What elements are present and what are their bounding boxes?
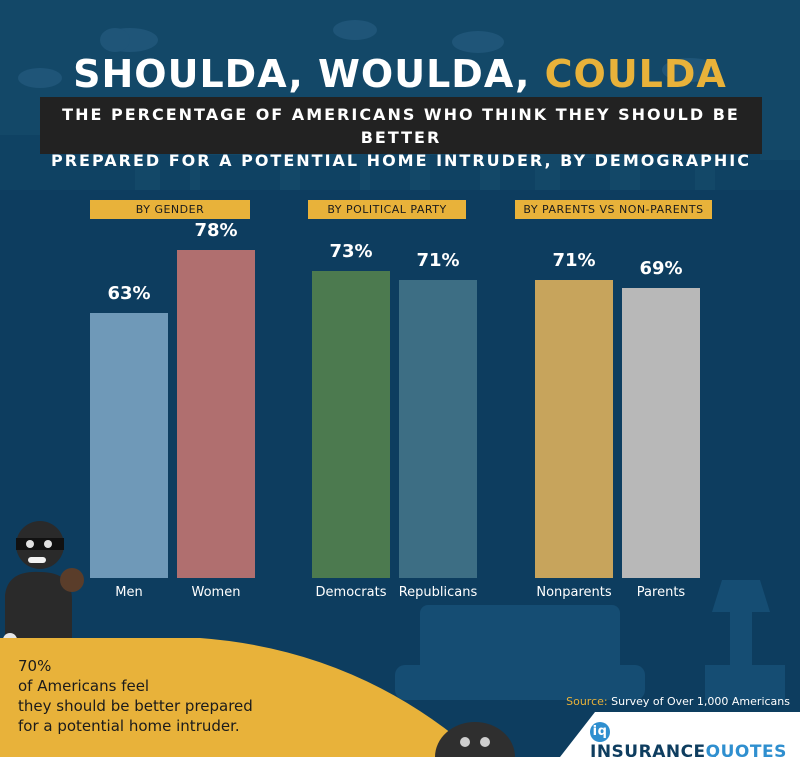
subtitle-line-1: THE PERCENTAGE OF AMERICANS WHO THINK TH… <box>62 105 740 147</box>
furniture-silhouette <box>395 580 785 700</box>
stat-callout: 70% of Americans feel they should be bet… <box>18 656 318 736</box>
source-label: Source: <box>566 695 608 708</box>
stat-callout-line-3: they should be better prepared <box>18 697 253 715</box>
city-skyline <box>0 135 800 190</box>
group-label-3: BY PARENTS VS NON-PARENTS <box>515 200 712 219</box>
subtitle-line-2: PREPARED FOR A POTENTIAL HOME INTRUDER, … <box>51 151 751 170</box>
group-label-1: BY GENDER <box>90 200 250 219</box>
bar-republicans <box>399 279 477 578</box>
title-accent: COULDA <box>544 52 727 96</box>
value-label-women: 78% <box>194 220 238 242</box>
logo-panel <box>560 712 800 757</box>
value-label-democrats: 73% <box>329 241 373 263</box>
bar-nonparents <box>535 279 613 578</box>
value-label-republicans: 71% <box>416 249 460 271</box>
bar-parents <box>622 288 700 578</box>
bar-men <box>90 313 168 578</box>
group-label-2: BY POLITICAL PARTY <box>308 200 466 219</box>
bar-democrats <box>312 271 390 578</box>
logo-text-insurance: INSURANCE <box>590 742 706 757</box>
bar-women <box>177 250 255 578</box>
brand-logo: iqINSURANCEQUOTES <box>590 722 800 757</box>
dog-icon <box>435 722 515 757</box>
source-text: Survey of Over 1,000 Americans <box>611 695 790 708</box>
title-main: SHOULDA, WOULDA, <box>73 52 545 96</box>
source-note: Source: Survey of Over 1,000 Americans <box>566 695 790 708</box>
category-label-men: Men <box>115 585 143 600</box>
value-label-men: 63% <box>107 283 151 305</box>
value-label-parents: 69% <box>639 258 683 280</box>
category-label-nonparents: Nonparents <box>536 585 612 600</box>
stat-callout-line-2: of Americans feel <box>18 677 150 695</box>
burglar-icon <box>3 521 84 647</box>
logo-icon: iq <box>590 722 610 742</box>
category-label-parents: Parents <box>636 585 686 600</box>
category-label-women: Women <box>191 585 241 600</box>
stat-callout-value: 70% <box>18 657 52 675</box>
note-panel <box>0 638 480 757</box>
stat-callout-line-4: for a potential home intruder. <box>18 717 240 735</box>
category-label-republicans: Republicans <box>398 585 478 600</box>
page-title: SHOULDA, WOULDA, COULDA <box>0 52 800 96</box>
category-label-democrats: Democrats <box>315 585 387 600</box>
value-label-nonparents: 71% <box>552 249 596 271</box>
subtitle-box: THE PERCENTAGE OF AMERICANS WHO THINK TH… <box>40 97 762 170</box>
cloud-icon <box>18 20 718 88</box>
logo-text-quotes: QUOTES <box>705 742 787 757</box>
